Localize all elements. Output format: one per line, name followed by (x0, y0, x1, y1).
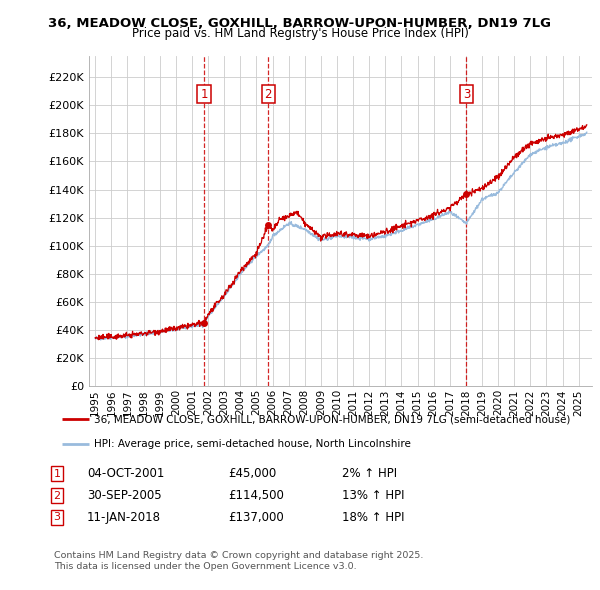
Text: 36, MEADOW CLOSE, GOXHILL, BARROW-UPON-HUMBER, DN19 7LG: 36, MEADOW CLOSE, GOXHILL, BARROW-UPON-H… (49, 17, 551, 30)
Text: £137,000: £137,000 (228, 511, 284, 524)
Text: 1: 1 (53, 469, 61, 478)
Text: 1: 1 (200, 87, 208, 100)
Text: 11-JAN-2018: 11-JAN-2018 (87, 511, 161, 524)
Text: 18% ↑ HPI: 18% ↑ HPI (342, 511, 404, 524)
Text: 3: 3 (463, 87, 470, 100)
Text: 36, MEADOW CLOSE, GOXHILL, BARROW-UPON-HUMBER, DN19 7LG (semi-detached house): 36, MEADOW CLOSE, GOXHILL, BARROW-UPON-H… (94, 414, 571, 424)
Text: 04-OCT-2001: 04-OCT-2001 (87, 467, 164, 480)
Text: This data is licensed under the Open Government Licence v3.0.: This data is licensed under the Open Gov… (54, 562, 356, 571)
Text: 2% ↑ HPI: 2% ↑ HPI (342, 467, 397, 480)
Text: £45,000: £45,000 (228, 467, 276, 480)
Text: Contains HM Land Registry data © Crown copyright and database right 2025.: Contains HM Land Registry data © Crown c… (54, 551, 424, 560)
Text: 2: 2 (265, 87, 272, 100)
Text: 3: 3 (53, 513, 61, 522)
Text: £114,500: £114,500 (228, 489, 284, 502)
Text: 30-SEP-2005: 30-SEP-2005 (87, 489, 161, 502)
Text: HPI: Average price, semi-detached house, North Lincolnshire: HPI: Average price, semi-detached house,… (94, 440, 411, 450)
Text: 13% ↑ HPI: 13% ↑ HPI (342, 489, 404, 502)
Text: 2: 2 (53, 491, 61, 500)
Text: Price paid vs. HM Land Registry's House Price Index (HPI): Price paid vs. HM Land Registry's House … (131, 27, 469, 40)
